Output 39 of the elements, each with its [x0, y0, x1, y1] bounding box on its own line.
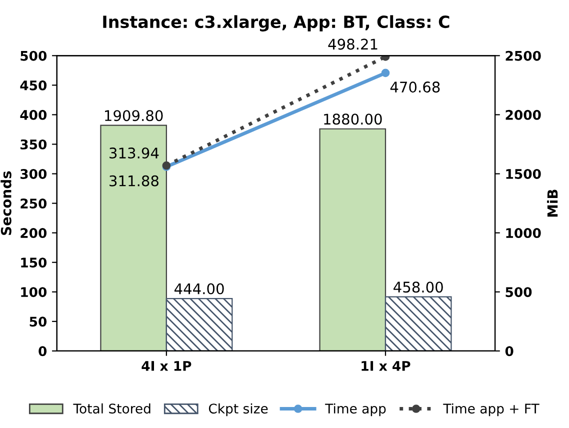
y-axis-title: Seconds — [0, 171, 12, 235]
y-tick-label: 450 — [20, 80, 47, 90]
y-tick-label: 150 — [21, 258, 47, 268]
data-label: 311.88 — [110, 175, 158, 186]
data-label: 444.00 — [174, 283, 224, 294]
legend-label: Time app + FT — [443, 403, 540, 416]
legend-label: Ckpt size — [208, 403, 268, 416]
y2-tick-label: 2000 — [506, 110, 541, 120]
y2-tick-label: 2500 — [506, 50, 541, 61]
y-tick-label: 350 — [20, 139, 47, 150]
data-label: 1880.00 — [324, 114, 382, 125]
data-label: 1909.80 — [105, 110, 163, 122]
legend-label: Time app — [325, 403, 386, 416]
data-label: 458.00 — [394, 282, 443, 293]
y2-tick-label: 0 — [505, 346, 514, 356]
bar — [100, 124, 167, 351]
bar — [166, 298, 233, 351]
y-tick-label: 250 — [20, 198, 47, 208]
data-label: 470.68 — [390, 82, 440, 93]
y2-axis-title: MiB — [547, 190, 558, 217]
y-tick-label: 200 — [20, 228, 47, 238]
legend-label: Total Stored — [73, 403, 150, 414]
chart-title: Instance: c3.xlarge, App: BT, Class: C — [103, 15, 450, 32]
y-tick-label: 400 — [20, 110, 47, 120]
y2-tick-label: 1000 — [506, 228, 541, 238]
y-tick-label: 50 — [30, 316, 47, 327]
y-tick-label: 300 — [20, 168, 47, 179]
point — [381, 68, 390, 78]
y-tick-label: 100 — [21, 287, 47, 298]
y2-tick-label: 1500 — [506, 168, 541, 179]
x-tick-label: 1I x 4P — [362, 361, 410, 371]
y-tick-label: 500 — [20, 50, 47, 61]
x-tick-label: 4I x 1P — [142, 361, 192, 371]
data-label: 313.94 — [110, 148, 159, 159]
data-label: 498.21 — [328, 38, 378, 50]
y-tick-label: 0 — [38, 346, 47, 356]
bar — [384, 296, 452, 351]
y2-tick-label: 500 — [506, 287, 532, 298]
bar — [319, 128, 386, 351]
